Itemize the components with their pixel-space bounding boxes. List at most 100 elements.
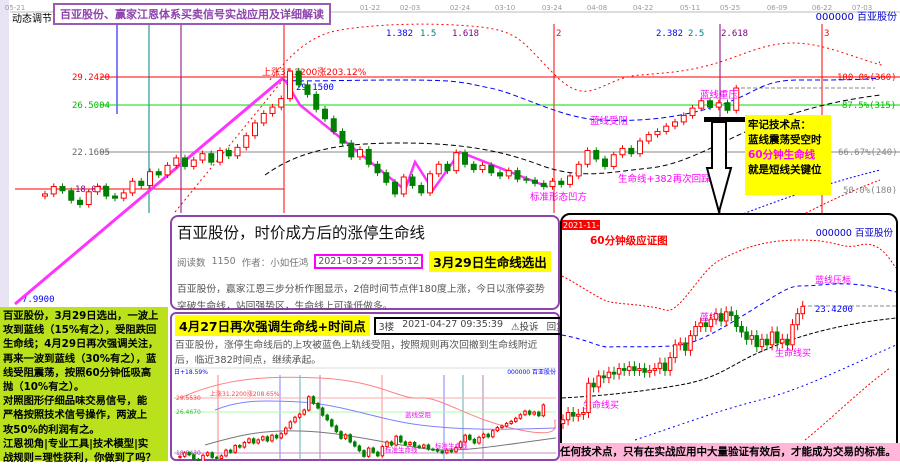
candlestick bbox=[400, 173, 407, 198]
hourly-candlestick bbox=[632, 361, 637, 376]
mini-candlestick bbox=[325, 413, 329, 422]
date-tick: 04-22 bbox=[633, 4, 653, 12]
fib-time-label: 2 bbox=[556, 29, 561, 39]
candlestick bbox=[453, 149, 460, 174]
mini-annotation: 标准生命线 bbox=[435, 441, 468, 450]
hourly-chart-panel bbox=[560, 213, 898, 456]
price-level-1: 29.2420 bbox=[72, 73, 110, 83]
mini-candlestick bbox=[399, 434, 403, 444]
hourly-candlestick bbox=[678, 337, 683, 351]
candlestick bbox=[278, 95, 285, 111]
pct-label: 66.67%(240) bbox=[838, 148, 898, 158]
mini-candlestick bbox=[458, 440, 463, 450]
mini-candlestick bbox=[518, 413, 523, 420]
candlestick bbox=[567, 172, 573, 188]
hourly-candlestick bbox=[606, 366, 612, 384]
mini-candlestick bbox=[293, 415, 297, 424]
mini-candlestick bbox=[426, 443, 431, 451]
mini-candlestick bbox=[343, 433, 348, 440]
mini-candlestick bbox=[440, 449, 444, 455]
annotation-standard: 标准形态凹方 bbox=[530, 191, 587, 203]
candlestick bbox=[707, 97, 713, 111]
candlestick bbox=[243, 132, 250, 151]
mini-candlestick bbox=[477, 435, 481, 445]
date-tick: 05-25 bbox=[720, 4, 740, 12]
hourly-candlestick bbox=[790, 319, 795, 351]
top-left-label: 动态调节 bbox=[12, 12, 52, 25]
stock-label: 000000 百亚股份 bbox=[816, 227, 894, 239]
candlestick bbox=[155, 168, 162, 179]
date-tick: 02-03 bbox=[400, 4, 420, 12]
date-tick: 03-10 bbox=[495, 4, 515, 12]
mini-candlestick bbox=[514, 416, 518, 423]
footer-banner: 任何技术点，只有在实战应用中大量验证有效后，才能成为交易的标准。 bbox=[560, 443, 900, 461]
hourly-candlestick bbox=[576, 408, 581, 422]
mini-candlestick bbox=[187, 451, 191, 457]
mini-candlestick bbox=[408, 440, 412, 447]
mini-candlestick bbox=[523, 409, 527, 417]
summary-note: 百亚股份，3月29日选出，一波上 攻到蓝线（15%有之），受阻跌回 生命线；4月29… bbox=[0, 307, 168, 464]
candlestick bbox=[322, 106, 328, 122]
hourly-candlestick bbox=[611, 366, 617, 380]
annotation-blue-press: 蓝线重压 bbox=[700, 89, 739, 101]
candlestick bbox=[357, 146, 363, 161]
note-line: 严格按照技术信号操作，两波上 bbox=[3, 409, 148, 422]
mini-candlestick bbox=[196, 457, 201, 461]
annotation-life-382: 生命线+382再次回踩 bbox=[618, 173, 711, 185]
mini-candlestick bbox=[491, 429, 495, 439]
hourly-candlestick bbox=[647, 364, 652, 378]
pct-label: 100.0%(360) bbox=[837, 73, 897, 83]
hourly-candlestick bbox=[662, 357, 668, 376]
mini-candlestick bbox=[224, 448, 228, 458]
candlestick bbox=[733, 84, 740, 114]
candlestick bbox=[365, 146, 372, 168]
candlestick bbox=[645, 131, 652, 145]
mini-candlestick bbox=[385, 440, 389, 449]
date-tick: 06-22 bbox=[812, 4, 832, 12]
hourly-candlestick bbox=[734, 310, 739, 332]
hourly-candlestick bbox=[713, 308, 719, 325]
mini-candlestick bbox=[274, 433, 279, 440]
mini-candlestick bbox=[454, 446, 458, 454]
candlestick bbox=[138, 178, 145, 189]
hourly-candlestick bbox=[744, 326, 749, 345]
floor-number: 3楼 bbox=[378, 321, 395, 333]
low-price-label: 7.9900 bbox=[22, 295, 55, 305]
hourly-candlestick bbox=[601, 370, 607, 384]
candlestick bbox=[68, 187, 75, 204]
candlestick bbox=[339, 128, 346, 147]
report-link[interactable]: ⚠投诉 bbox=[511, 321, 539, 333]
candlestick bbox=[392, 179, 398, 198]
mini-candlestick bbox=[509, 419, 513, 425]
candlestick bbox=[42, 190, 48, 200]
reply-link[interactable]: 回复 bbox=[546, 321, 566, 333]
stock-label: 000000 百亚股份 bbox=[816, 11, 897, 23]
hourly-candlestick bbox=[754, 330, 760, 353]
hourly-candlestick bbox=[800, 300, 805, 320]
mini-candlestick bbox=[357, 444, 362, 453]
mini-candlestick bbox=[417, 444, 421, 450]
hourly-candlestick bbox=[693, 321, 698, 342]
candlestick bbox=[182, 154, 188, 170]
hourly-candlestick bbox=[764, 333, 770, 351]
mini-candlestick bbox=[468, 433, 472, 441]
candlestick bbox=[208, 150, 215, 166]
candlestick bbox=[330, 115, 337, 135]
highlight-label: 4月27日再次强调生命线+时间点 bbox=[175, 315, 370, 336]
mini-candlestick bbox=[403, 440, 408, 447]
candlestick bbox=[680, 112, 687, 126]
candlestick bbox=[103, 183, 110, 200]
article-title[interactable]: 百亚股份，时价成方后的涨停生命线 bbox=[177, 224, 426, 242]
candlestick bbox=[112, 192, 118, 202]
mini-candlestick bbox=[445, 448, 449, 455]
note-line: 抛（10%有之）。 bbox=[3, 381, 85, 394]
hourly-candlestick bbox=[591, 377, 596, 393]
comment-datetime: 2021-04-27 09:35:39 bbox=[402, 318, 504, 330]
candlestick bbox=[173, 154, 180, 169]
comment-card: 4月27日再次强调生命线+时间点 3楼 2021-04-27 09:35:39 … bbox=[170, 312, 571, 461]
candlestick bbox=[164, 162, 171, 179]
hourly-candlestick bbox=[688, 330, 693, 356]
fib-time-label: 2.618 bbox=[721, 29, 748, 39]
note-line: 生命线；4月29日再次强调关注， bbox=[3, 338, 159, 351]
hourly-candlestick bbox=[652, 363, 658, 376]
